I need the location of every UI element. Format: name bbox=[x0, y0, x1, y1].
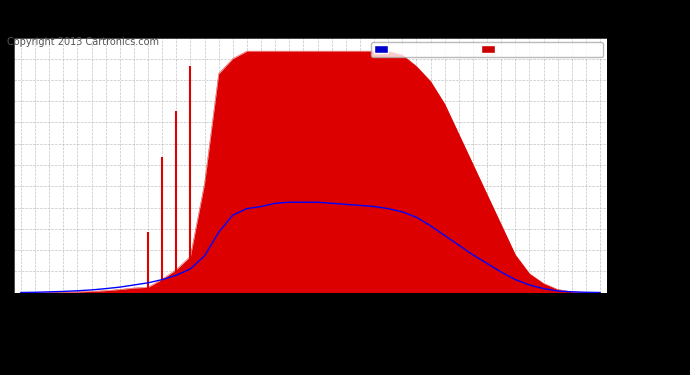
Legend: Radiation  (W/m2), PV Panels  (DC Watts): Radiation (W/m2), PV Panels (DC Watts) bbox=[371, 42, 602, 57]
Title: Total PV Power & Solar Radiation Fri Jun 7 20:27: Total PV Power & Solar Radiation Fri Jun… bbox=[46, 17, 575, 36]
Text: Copyright 2013 Cartronics.com: Copyright 2013 Cartronics.com bbox=[7, 37, 159, 47]
